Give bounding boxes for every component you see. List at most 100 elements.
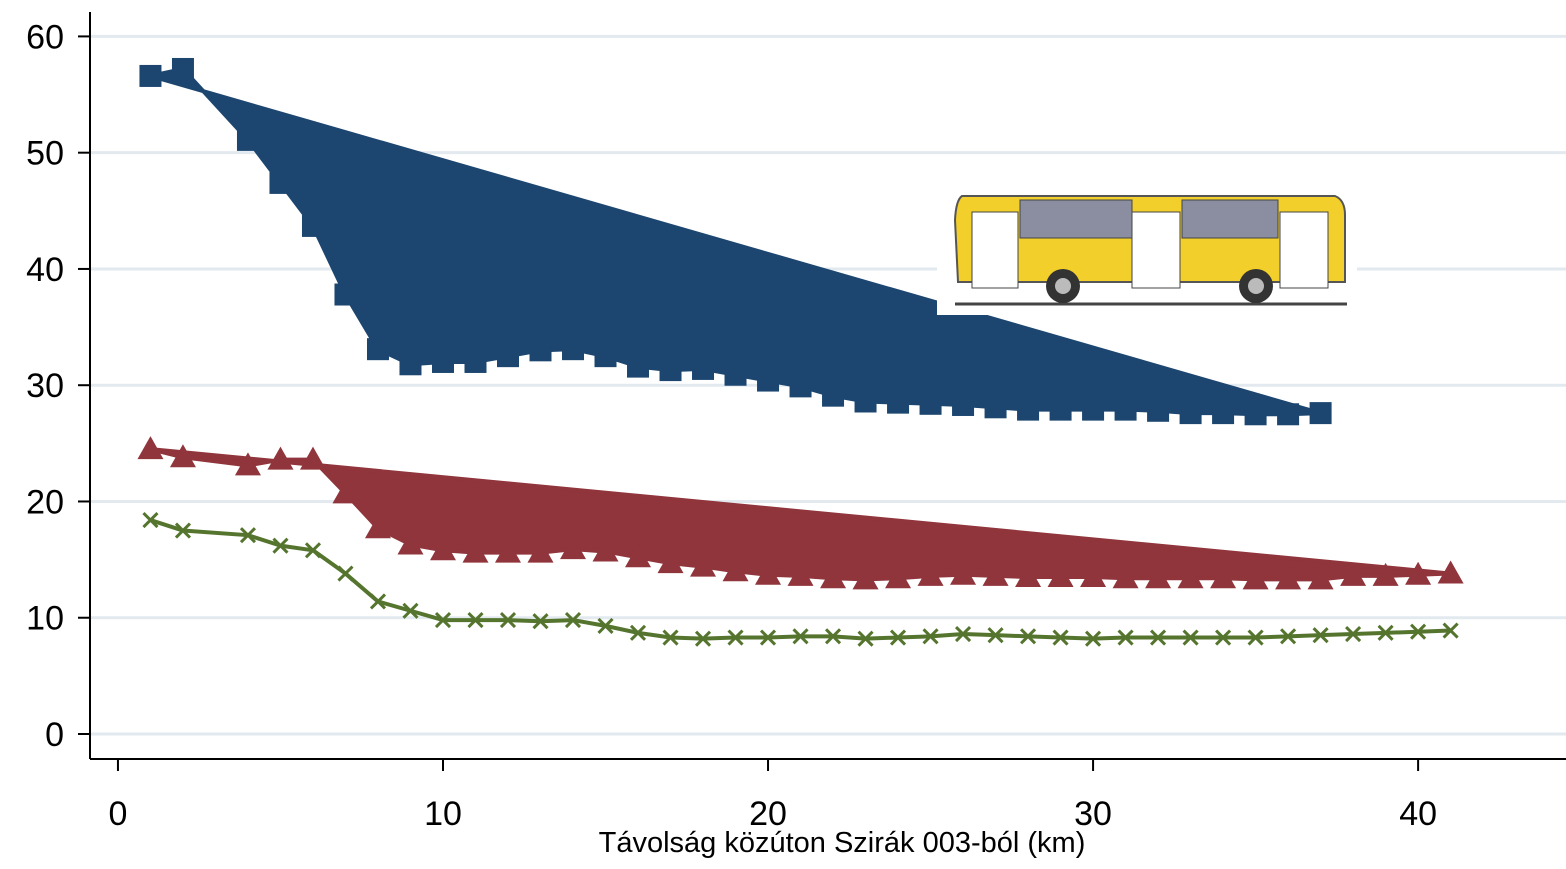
marker bbox=[1179, 402, 1202, 425]
bus-door bbox=[971, 211, 1019, 289]
marker bbox=[722, 558, 749, 582]
marker bbox=[950, 561, 977, 585]
marker bbox=[917, 562, 944, 586]
marker bbox=[560, 536, 587, 560]
marker bbox=[304, 542, 322, 559]
marker bbox=[431, 350, 454, 373]
bus-hub bbox=[1248, 278, 1264, 294]
marker bbox=[562, 338, 585, 361]
marker bbox=[690, 553, 717, 577]
marker bbox=[366, 338, 389, 361]
marker bbox=[692, 357, 715, 380]
x-axis-label: Távolság közúton Szirák 003-ból (km) bbox=[599, 827, 1086, 859]
marker bbox=[625, 544, 652, 568]
marker bbox=[787, 562, 814, 586]
marker bbox=[564, 612, 582, 629]
x-tick-label: 10 bbox=[424, 795, 462, 833]
marker bbox=[627, 355, 650, 378]
marker bbox=[919, 392, 942, 415]
marker bbox=[462, 539, 489, 563]
marker bbox=[301, 214, 324, 237]
marker bbox=[139, 64, 162, 87]
bus-window bbox=[1181, 199, 1279, 239]
marker bbox=[1017, 398, 1040, 421]
marker bbox=[789, 375, 812, 398]
marker bbox=[1147, 399, 1170, 422]
bus-illustration bbox=[937, 185, 1357, 315]
marker bbox=[1080, 564, 1107, 588]
marker bbox=[267, 446, 294, 470]
marker bbox=[885, 565, 912, 589]
x-tick-label: 0 bbox=[108, 795, 127, 833]
marker bbox=[234, 452, 261, 476]
marker bbox=[852, 566, 879, 590]
marker bbox=[1177, 565, 1204, 589]
marker bbox=[1244, 403, 1267, 426]
marker bbox=[369, 593, 387, 610]
marker bbox=[1210, 565, 1237, 589]
bus-window bbox=[1019, 199, 1133, 239]
marker bbox=[757, 369, 780, 392]
marker bbox=[532, 613, 549, 630]
marker bbox=[1437, 560, 1464, 584]
marker bbox=[142, 512, 159, 529]
marker bbox=[984, 396, 1007, 419]
marker bbox=[822, 384, 845, 407]
marker bbox=[597, 617, 614, 634]
marker bbox=[755, 561, 782, 585]
marker bbox=[1242, 566, 1269, 590]
marker bbox=[1309, 402, 1332, 425]
marker bbox=[272, 537, 289, 554]
marker bbox=[1377, 624, 1394, 641]
x-tick-label: 30 bbox=[1074, 795, 1112, 833]
marker bbox=[659, 359, 682, 382]
marker bbox=[1372, 562, 1399, 586]
marker bbox=[334, 283, 357, 306]
marker bbox=[954, 625, 972, 643]
marker bbox=[1405, 561, 1432, 585]
marker bbox=[759, 629, 777, 646]
marker bbox=[239, 527, 257, 544]
series-line bbox=[149, 518, 1451, 641]
marker bbox=[727, 629, 744, 646]
marker bbox=[402, 602, 419, 619]
marker bbox=[364, 515, 391, 539]
marker bbox=[1047, 564, 1074, 588]
y-tick-label: 0 bbox=[45, 716, 64, 754]
marker bbox=[724, 363, 747, 386]
bus-door bbox=[1131, 211, 1181, 289]
marker bbox=[1182, 629, 1199, 646]
marker bbox=[137, 436, 164, 460]
marker bbox=[464, 350, 487, 373]
plot-area: 0 10 20 30 40 50 60 0 10 20 30 40 bbox=[26, 12, 1566, 833]
y-tick-label: 40 bbox=[26, 251, 64, 289]
marker bbox=[982, 562, 1009, 586]
marker bbox=[592, 538, 619, 562]
marker bbox=[952, 393, 975, 416]
marker bbox=[1015, 564, 1042, 588]
marker bbox=[299, 446, 326, 470]
y-tick-label: 50 bbox=[26, 135, 64, 173]
marker bbox=[1312, 627, 1329, 644]
marker bbox=[434, 612, 452, 629]
marker bbox=[694, 630, 712, 647]
marker bbox=[467, 612, 484, 629]
marker bbox=[887, 391, 910, 414]
marker bbox=[1114, 398, 1137, 421]
marker bbox=[496, 345, 519, 368]
marker bbox=[236, 128, 259, 151]
marker bbox=[792, 628, 809, 645]
bus-door bbox=[1279, 211, 1329, 289]
marker bbox=[399, 353, 422, 376]
marker bbox=[332, 480, 359, 504]
marker bbox=[1052, 629, 1069, 646]
marker bbox=[1277, 403, 1300, 426]
marker bbox=[1275, 566, 1302, 590]
marker bbox=[987, 627, 1004, 644]
marker bbox=[529, 339, 552, 362]
marker bbox=[662, 629, 679, 646]
x-tick-label: 40 bbox=[1399, 795, 1437, 833]
y-tick-label: 20 bbox=[26, 483, 64, 521]
marker bbox=[1117, 629, 1134, 646]
